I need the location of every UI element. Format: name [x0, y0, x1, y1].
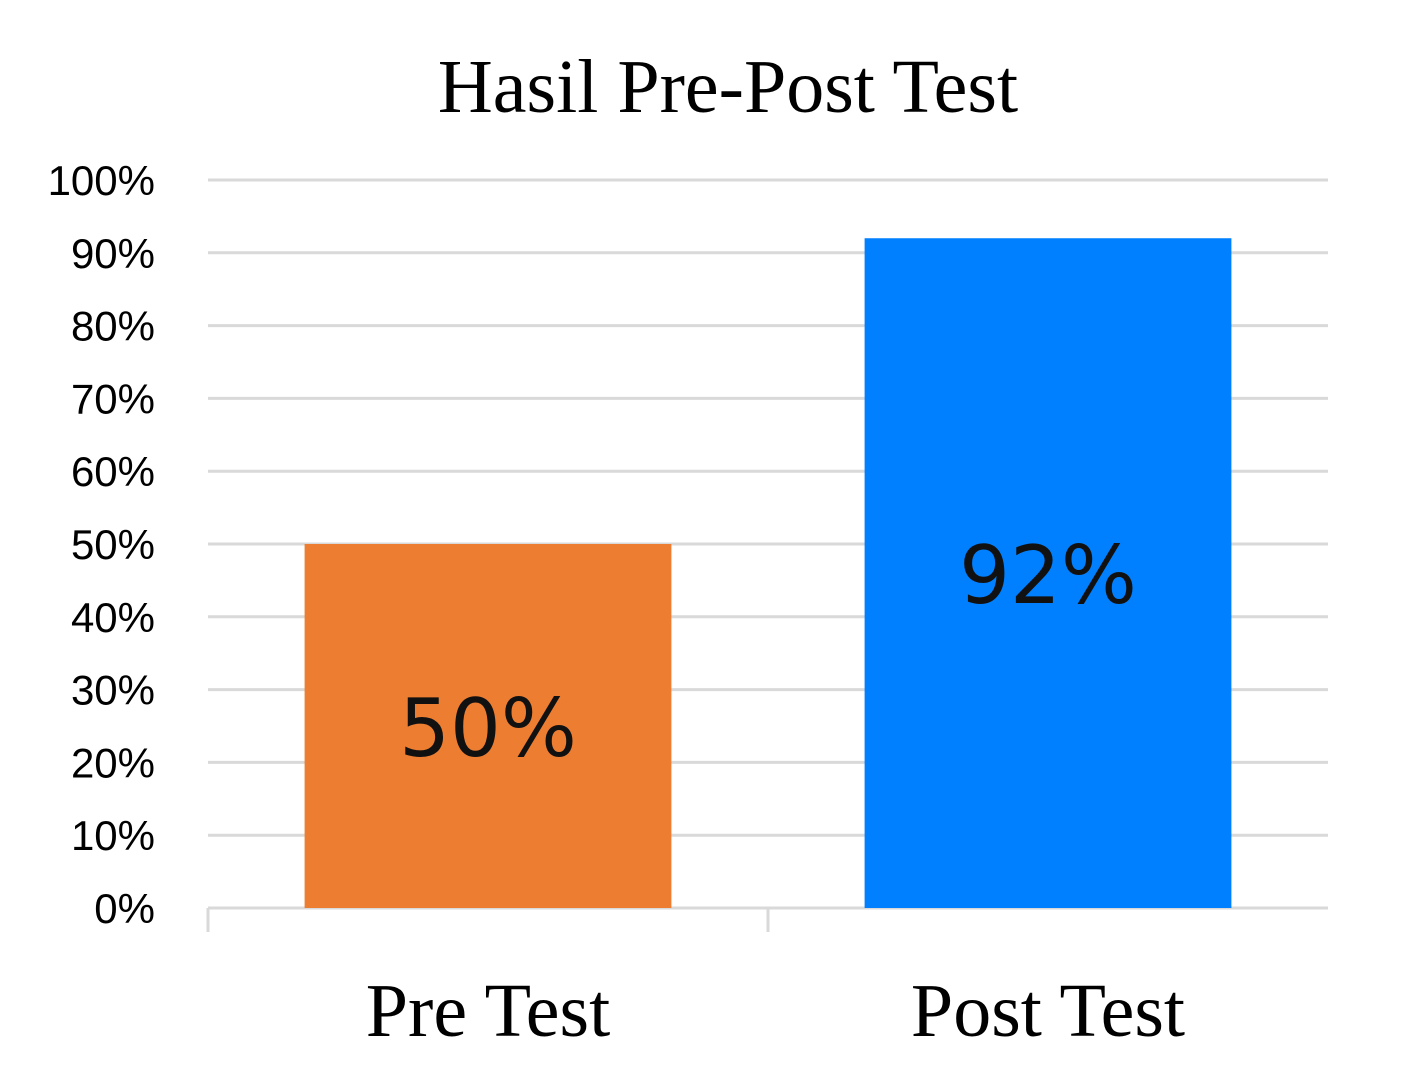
y-tick-label: 70% [71, 375, 155, 422]
bar [304, 544, 672, 908]
y-tick-label: 90% [71, 230, 155, 277]
data-label: 92% [959, 529, 1137, 622]
y-axis-ticks: 0% 10% 20% 30% 40% 50% 60% 70% 80% 90% 100% [48, 157, 155, 932]
y-tick-label: 100% [48, 157, 155, 204]
x-tick-label: Post Test [911, 969, 1185, 1053]
y-tick-label: 20% [71, 739, 155, 786]
y-tick-label: 0% [94, 885, 155, 932]
y-tick-label: 80% [71, 303, 155, 350]
y-tick-label: 10% [71, 812, 155, 859]
x-axis [206, 906, 1328, 932]
x-tick-label: Pre Test [366, 969, 610, 1053]
y-tick-label: 50% [71, 521, 155, 568]
data-label: 50% [399, 682, 577, 775]
y-tick-label: 60% [71, 448, 155, 495]
chart-title: Hasil Pre-Post Test [438, 45, 1018, 129]
bar [864, 238, 1232, 909]
data-labels: 50% 92% [399, 529, 1137, 775]
x-axis-ticks: Pre Test Post Test [366, 969, 1185, 1053]
y-tick-label: 40% [71, 594, 155, 641]
y-tick-label: 30% [71, 667, 155, 714]
bars [304, 238, 1232, 909]
